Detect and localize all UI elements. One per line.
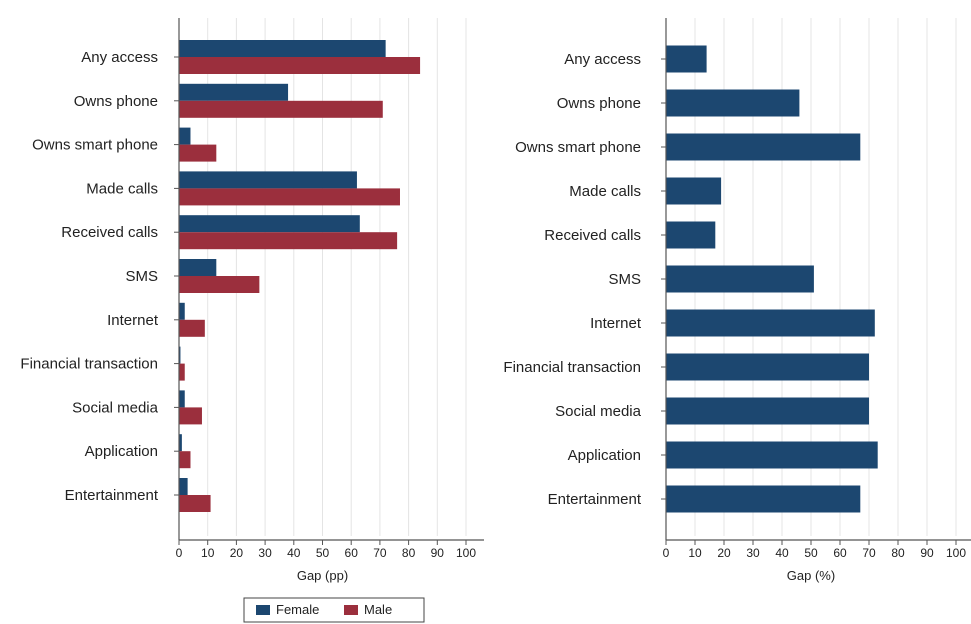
bar-application [666, 441, 878, 469]
x-tick-label-80: 80 [891, 546, 905, 560]
x-tick-label-90: 90 [431, 546, 445, 560]
category-label-application: Application [568, 447, 641, 464]
legend-swatch-female [256, 605, 270, 615]
bar-male-application [179, 451, 191, 469]
x-tick-label-90: 90 [920, 546, 934, 560]
legend-box [243, 597, 425, 623]
category-label-financial-transaction: Financial transaction [20, 356, 158, 373]
bar-made-calls [666, 177, 722, 205]
category-label-application: Application [85, 443, 158, 460]
x-tick-label-20: 20 [230, 546, 244, 560]
bar-female-application [179, 434, 182, 452]
x-axis-title: Gap (%) [787, 568, 835, 583]
x-tick-label-50: 50 [804, 546, 818, 560]
x-tick-label-100: 100 [456, 546, 476, 560]
bar-sms [666, 265, 814, 293]
bar-male-owns-phone [179, 100, 383, 118]
category-label-made-calls: Made calls [569, 183, 641, 200]
category-label-social-media: Social media [555, 403, 642, 420]
x-tick-label-70: 70 [862, 546, 876, 560]
bar-male-internet [179, 319, 205, 337]
category-label-financial-transaction: Financial transaction [503, 359, 641, 376]
bar-female-internet [179, 302, 185, 320]
x-tick-label-10: 10 [688, 546, 702, 560]
bar-female-owns-phone [179, 83, 289, 101]
bar-male-received-calls [179, 232, 398, 250]
bar-female-financial-transaction [179, 346, 181, 364]
bar-owns-smart-phone [666, 133, 861, 161]
x-tick-label-20: 20 [717, 546, 731, 560]
category-label-received-calls: Received calls [544, 227, 641, 244]
x-tick-label-0: 0 [176, 546, 183, 560]
legend: Female Male [243, 597, 425, 623]
x-tick-label-10: 10 [201, 546, 215, 560]
legend-label-female: Female [276, 602, 319, 617]
legend-label-male: Male [364, 602, 392, 617]
bar-male-social-media [179, 407, 202, 425]
category-label-entertainment: Entertainment [548, 491, 642, 508]
x-tick-label-50: 50 [316, 546, 330, 560]
bar-male-entertainment [179, 495, 211, 512]
bar-male-financial-transaction [179, 363, 185, 381]
x-tick-label-30: 30 [746, 546, 760, 560]
bar-female-any-access [179, 40, 386, 57]
legend-swatch-male [344, 605, 358, 615]
category-label-entertainment: Entertainment [65, 487, 159, 504]
category-label-social-media: Social media [72, 399, 159, 416]
x-tick-label-30: 30 [258, 546, 272, 560]
category-label-owns-smart-phone: Owns smart phone [32, 137, 158, 154]
category-label-internet: Internet [107, 312, 159, 329]
bar-female-made-calls [179, 171, 357, 189]
category-label-any-access: Any access [564, 51, 641, 68]
bar-female-received-calls [179, 215, 360, 233]
x-tick-label-0: 0 [663, 546, 670, 560]
x-tick-label-60: 60 [345, 546, 359, 560]
x-axis-title: Gap (pp) [297, 568, 348, 583]
right-chart: Any access Owns phone Owns smart phone Made… [503, 18, 971, 583]
x-tick-label-80: 80 [402, 546, 416, 560]
category-label-internet: Internet [590, 315, 642, 332]
x-tick-label-70: 70 [373, 546, 387, 560]
category-label-owns-smart-phone: Owns smart phone [515, 139, 641, 156]
left-chart: Any access Owns phone Owns smart phone Made… [20, 18, 484, 583]
bar-male-any-access [179, 57, 421, 74]
x-tick-label-40: 40 [287, 546, 301, 560]
bar-male-owns-smart-phone [179, 144, 217, 162]
bar-female-social-media [179, 390, 185, 408]
bar-entertainment [666, 485, 861, 513]
category-label-any-access: Any access [81, 49, 158, 66]
x-tick-label-100: 100 [946, 546, 966, 560]
bar-internet [666, 309, 875, 337]
category-label-owns-phone: Owns phone [74, 93, 158, 110]
bar-social-media [666, 397, 869, 425]
bar-financial-transaction [666, 353, 869, 381]
category-label-sms: SMS [608, 271, 641, 288]
bar-female-sms [179, 259, 217, 276]
x-tick-label-60: 60 [833, 546, 847, 560]
bar-any-access [666, 45, 707, 73]
category-label-owns-phone: Owns phone [557, 95, 641, 112]
bar-male-sms [179, 276, 260, 293]
x-tick-label-40: 40 [775, 546, 789, 560]
bar-female-owns-smart-phone [179, 127, 191, 145]
category-label-sms: SMS [125, 268, 158, 285]
category-label-made-calls: Made calls [86, 180, 158, 197]
bar-female-entertainment [179, 478, 188, 495]
bar-owns-phone [666, 89, 800, 117]
category-label-received-calls: Received calls [61, 224, 158, 241]
bar-received-calls [666, 221, 716, 249]
bar-male-made-calls [179, 188, 400, 206]
